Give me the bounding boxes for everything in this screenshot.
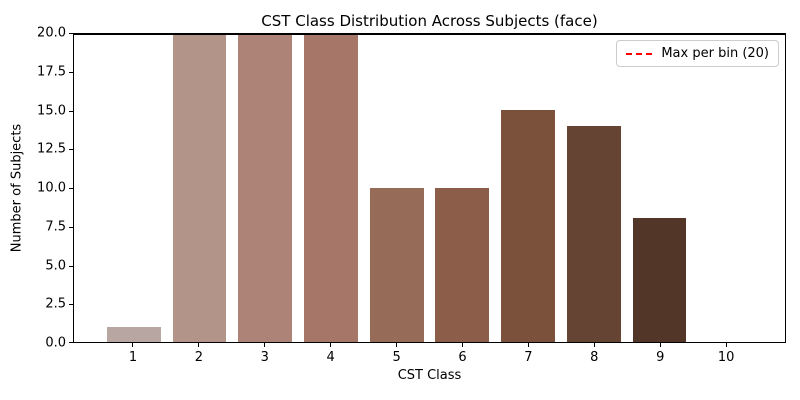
bar: [369, 187, 424, 342]
y-tick-label: 17.5: [37, 64, 66, 80]
legend: Max per bin (20): [616, 40, 779, 67]
y-tick-mark: [69, 342, 73, 343]
x-axis-label: CST Class: [397, 368, 462, 383]
legend-label: Max per bin (20): [661, 46, 769, 61]
y-tick-mark: [69, 265, 73, 267]
bar: [304, 33, 358, 342]
x-tick-label: 4: [326, 350, 335, 365]
x-tick: 2: [166, 343, 232, 365]
bar-slot: [167, 33, 233, 342]
x-tick-label: 3: [260, 350, 269, 365]
y-tick-label: 5.0: [45, 258, 66, 273]
bar: [106, 326, 161, 342]
bar-slot: [298, 33, 364, 342]
y-tick-label: 12.5: [37, 141, 66, 157]
x-tick-mark: [330, 343, 332, 347]
bar: [566, 125, 621, 342]
x-tick-label: 7: [524, 350, 533, 365]
x-tick: 9: [627, 343, 693, 365]
y-tick-mark: [69, 110, 73, 112]
dashed-line-icon: [626, 52, 653, 55]
y-tick-mark: [69, 149, 73, 151]
x-tick: 8: [561, 343, 627, 365]
bar: [172, 33, 227, 342]
x-tick-mark: [198, 343, 200, 347]
x-tick: 10: [693, 343, 759, 365]
bar-slot: [692, 33, 758, 342]
y-tick-mark: [69, 71, 73, 73]
bar-slot: [627, 33, 693, 342]
x-tick: 5: [364, 343, 430, 365]
x-axis-ticks: 1 2 3 4 5 6 7 8 9 10: [73, 343, 786, 365]
x-tick: 4: [298, 343, 364, 365]
x-tick: 3: [232, 343, 298, 365]
x-tick-label: 1: [128, 350, 138, 365]
y-tick-mark: [69, 226, 73, 228]
x-tick-label: 8: [590, 350, 599, 365]
bar-slot: [495, 33, 561, 342]
bar-slot: [101, 33, 167, 342]
x-tick-mark: [461, 343, 463, 347]
x-tick: 7: [495, 343, 561, 365]
y-axis-tick-labels: 0.0 2.5 5.0 7.5 10.0 12.5 15.0 17.5 20.0: [0, 26, 66, 351]
y-tick-mark: [69, 188, 73, 189]
x-tick: 6: [430, 343, 496, 365]
x-tick-label: 9: [656, 350, 665, 365]
bars-container: [74, 33, 785, 342]
plot-area: Max per bin (20): [69, 33, 786, 343]
x-tick-mark: [132, 343, 134, 347]
x-tick-mark: [527, 343, 529, 347]
x-tick-label: 6: [458, 350, 467, 365]
bar: [632, 218, 687, 342]
bar: [501, 110, 555, 342]
bar: [238, 33, 293, 342]
bar: [435, 187, 490, 342]
x-tick-mark: [593, 343, 595, 347]
y-tick-label: 20.0: [37, 25, 66, 41]
y-tick-mark: [69, 33, 73, 34]
bar-slot: [430, 33, 496, 342]
bar-slot: [364, 33, 430, 342]
top-spine: [73, 33, 786, 35]
y-tick-mark: [69, 304, 73, 306]
y-tick-label: 2.5: [45, 296, 66, 312]
x-tick: 1: [100, 343, 166, 365]
bar-slot: [561, 33, 627, 342]
x-tick-mark: [659, 343, 661, 347]
bar-slot: [232, 33, 298, 342]
x-tick-mark: [396, 343, 398, 347]
x-tick-mark: [725, 343, 727, 347]
x-tick-label: 5: [392, 350, 401, 365]
y-tick-label: 10.0: [37, 180, 66, 196]
chart-title: CST Class Distribution Across Subjects (…: [261, 12, 598, 30]
y-tick-label: 7.5: [45, 219, 66, 235]
y-tick-label: 15.0: [37, 103, 66, 118]
x-tick-label: 2: [194, 350, 203, 365]
x-tick-label: 10: [717, 350, 735, 365]
y-axis-label: Number of Subjects: [9, 123, 25, 253]
x-tick-mark: [264, 343, 266, 347]
y-tick-label: 0.0: [45, 335, 66, 351]
